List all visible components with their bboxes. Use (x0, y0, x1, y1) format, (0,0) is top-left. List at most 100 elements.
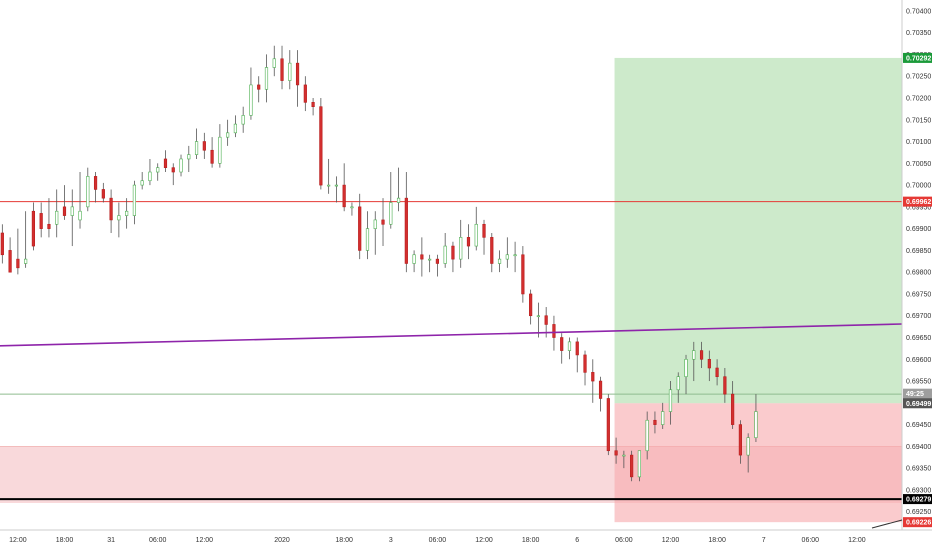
candle-body-40 (311, 102, 315, 107)
take-profit-zone[interactable] (614, 57, 902, 404)
candle-body-76 (591, 372, 595, 382)
candle-body-61 (474, 223, 478, 247)
candle-body-43 (334, 184, 338, 187)
candle-body-65 (505, 254, 509, 260)
candle-body-81 (630, 454, 634, 478)
candle-body-77 (598, 380, 603, 399)
price-tick-3: 0.70250 (906, 74, 931, 81)
candle-body-80 (622, 454, 626, 457)
candle-body-27 (210, 149, 214, 164)
candle-body-36 (280, 58, 284, 81)
time-tick-8: 06:00 (429, 537, 447, 544)
candle-body-22 (171, 167, 175, 173)
candle-body-84 (653, 419, 657, 425)
time-tick-11: 6 (575, 537, 579, 544)
price-tick-22: 0.69300 (906, 487, 931, 494)
price-tick-10: 0.69900 (906, 226, 931, 233)
candle-body-50 (389, 202, 393, 225)
candle-body-25 (194, 141, 199, 155)
trendline[interactable] (0, 323, 903, 347)
candle-body-14 (109, 197, 113, 221)
time-tick-13: 12:00 (662, 537, 680, 544)
candle-body-96 (746, 437, 750, 456)
candle-body-95 (738, 424, 742, 456)
candle-body-46 (358, 206, 362, 251)
price-tick-20: 0.69400 (906, 444, 931, 451)
candle-body-1 (8, 250, 12, 273)
candle-body-24 (187, 154, 191, 160)
candle-body-18 (140, 180, 144, 186)
time-tick-0: 12:00 (9, 537, 27, 544)
candle-body-60 (466, 237, 471, 247)
candle-body-64 (497, 258, 502, 264)
candle-body-17 (132, 184, 137, 216)
candle-body-0 (0, 232, 4, 256)
price-label-4: 0.69279 (906, 497, 931, 504)
candle-body-2 (16, 258, 20, 269)
zones-layer (0, 57, 902, 523)
time-tick-12: 06:00 (615, 537, 633, 544)
candle-body-93 (723, 376, 727, 395)
time-tick-7: 3 (389, 537, 393, 544)
candle-body-69 (536, 315, 540, 318)
candle-body-32 (249, 84, 253, 116)
price-label-5: 0.69226 (906, 520, 931, 527)
candle-body-23 (179, 158, 183, 173)
candle-body-13 (101, 189, 105, 199)
candle-body-6 (47, 223, 51, 229)
candle-body-26 (202, 141, 206, 151)
candle-body-45 (350, 206, 354, 209)
candle-body-33 (257, 84, 261, 90)
price-axis[interactable]: 0.704000.703500.703000.702500.702000.701… (901, 0, 931, 530)
price-label-bg-5 (903, 517, 932, 528)
price-tick-15: 0.69650 (906, 335, 931, 342)
candle-body-7 (55, 210, 59, 225)
candle-body-94 (731, 393, 735, 425)
price-tick-5: 0.70150 (906, 117, 931, 124)
trendline-layer[interactable] (0, 323, 903, 347)
candle-body-63 (490, 237, 494, 264)
candle-body-75 (583, 354, 587, 373)
candle-body-91 (707, 358, 711, 369)
time-axis[interactable]: 12:00 18:00 31 06:00 12:00 2020 18:00 3 06:00 12:… (0, 519, 932, 544)
candle-body-20 (156, 167, 160, 173)
time-tick-14: 18:00 (708, 537, 726, 544)
candle-body-15 (117, 215, 121, 221)
time-tick-2: 31 (107, 537, 115, 544)
price-tick-19: 0.69450 (906, 422, 931, 429)
candle-body-37 (288, 62, 292, 81)
price-label-2: 49:25 (906, 391, 924, 398)
candle-body-90 (699, 350, 704, 360)
candle-body-11 (86, 176, 90, 208)
candle-body-21 (163, 158, 168, 168)
candle-body-12 (93, 176, 98, 190)
time-tick-1: 18:00 (56, 537, 74, 544)
candle-body-39 (303, 84, 307, 103)
price-label-bg-4 (903, 494, 932, 505)
price-label-0: 0.70292 (906, 55, 931, 62)
candle-body-53 (412, 254, 416, 264)
candle-body-31 (241, 115, 245, 125)
stop-loss-zone[interactable] (614, 403, 902, 523)
candle-body-16 (125, 210, 129, 216)
candle-body-56 (435, 258, 439, 264)
candle-body-5 (39, 213, 43, 229)
candle-body-8 (62, 206, 67, 216)
time-tick-3: 06:00 (149, 537, 167, 544)
candle-body-9 (70, 206, 74, 216)
price-tick-13: 0.69750 (906, 291, 931, 298)
candle-body-74 (575, 341, 579, 356)
time-tick-17: 12:00 (848, 537, 866, 544)
price-tick-1: 0.70350 (906, 30, 931, 37)
candle-body-47 (365, 228, 370, 251)
candle-body-38 (295, 62, 300, 86)
time-tick-9: 12:00 (475, 537, 493, 544)
candle-body-86 (668, 389, 673, 412)
candle-body-89 (692, 350, 696, 360)
candle-body-66 (513, 254, 517, 257)
price-tick-11: 0.69850 (906, 248, 931, 255)
candle-body-30 (233, 123, 238, 134)
time-tick-4: 12:00 (196, 537, 214, 544)
price-label-bg-0 (903, 52, 932, 63)
